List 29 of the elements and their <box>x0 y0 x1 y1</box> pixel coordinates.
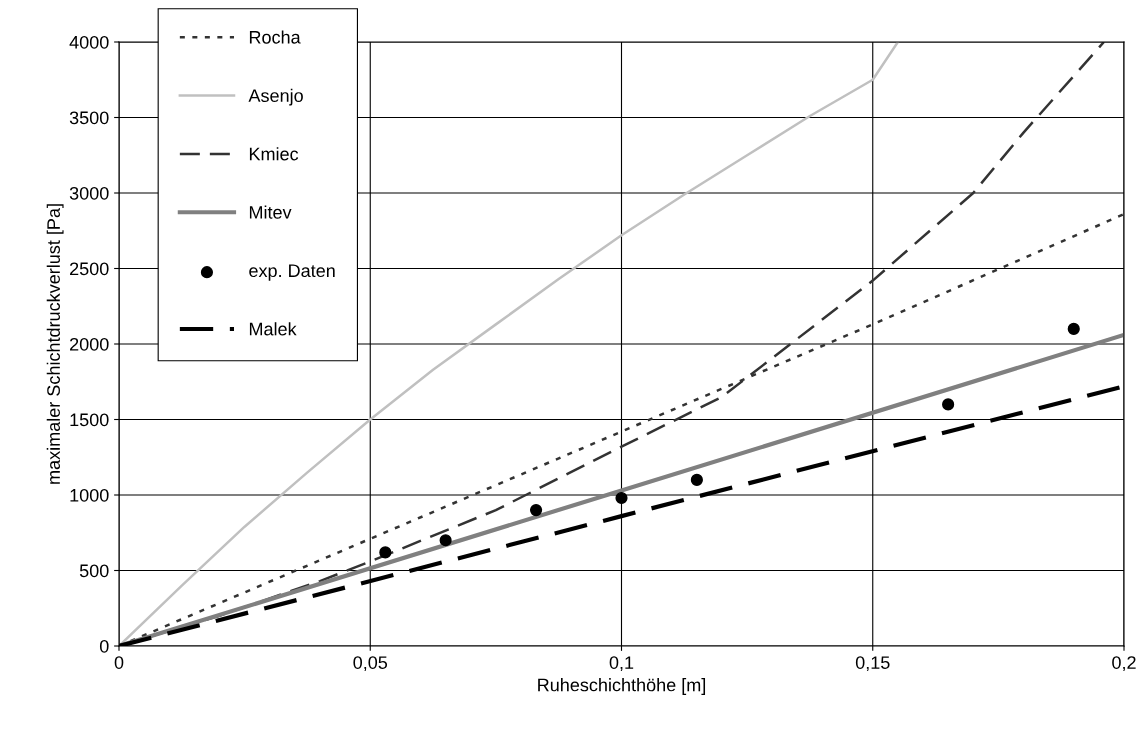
point <box>530 504 543 517</box>
y-axis-title: maximaler Schichtdruckverlust [Pa] <box>46 204 64 484</box>
x-tick-label: 0,15 <box>855 656 890 672</box>
point <box>942 398 955 411</box>
y-tick-label: 1000 <box>70 488 109 502</box>
y-tick-label: 2000 <box>70 337 109 351</box>
legend-label: Malek <box>249 322 297 336</box>
x-tick-label: 0 <box>114 656 124 669</box>
y-tick-label: 2500 <box>70 262 109 276</box>
x-tick-label: 0,05 <box>353 656 388 672</box>
legend-label: Mitev <box>249 205 292 219</box>
y-tick-label: 1500 <box>70 413 109 427</box>
x-axis-title: Ruheschichthöhe [m] <box>538 678 706 695</box>
y-tick-label: 3000 <box>69 186 109 200</box>
legend-label: exp. Daten <box>249 264 335 281</box>
point <box>379 546 392 559</box>
x-tick-label: 0,2 <box>1112 656 1136 672</box>
legend-label: Kmiec <box>249 147 299 161</box>
y-tick-label: 500 <box>79 564 109 578</box>
y-tick-label: 4000 <box>69 35 109 49</box>
y-tick-label: 0 <box>99 639 109 653</box>
point <box>615 491 628 505</box>
x-tick-label: 0,1 <box>609 656 634 672</box>
point <box>1067 322 1080 335</box>
legend-label: Rocha <box>249 30 301 44</box>
legend-label: Asenjo <box>248 88 303 106</box>
point <box>690 473 703 486</box>
point <box>439 534 452 547</box>
y-tick-label: 3500 <box>69 111 109 125</box>
